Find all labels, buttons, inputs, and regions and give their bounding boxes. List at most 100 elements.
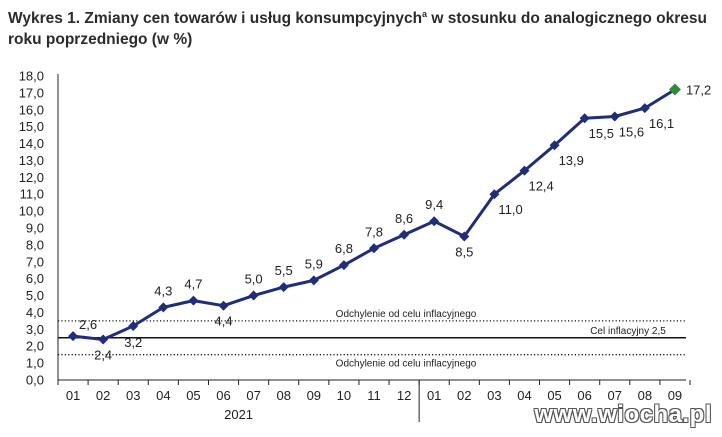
data-label: 4,3 bbox=[154, 283, 172, 298]
x-tick-label: 09 bbox=[307, 388, 321, 403]
x-tick-label: 09 bbox=[668, 388, 682, 403]
chart-title-block: Wykres 1. Zmiany cen towarów i usług kon… bbox=[8, 8, 714, 50]
x-tick-label: 06 bbox=[216, 388, 230, 403]
data-point-marker bbox=[639, 103, 650, 114]
reference-lines: Odchylenie od celu inflacyjnego Cel infla… bbox=[58, 309, 686, 370]
data-label: 2,6 bbox=[79, 317, 97, 332]
x-tick-label: 05 bbox=[186, 388, 200, 403]
y-tick-label: 16,0 bbox=[19, 102, 44, 117]
y-tick-label: 17,0 bbox=[19, 85, 44, 100]
data-label: 12,4 bbox=[528, 179, 553, 194]
series-inflation bbox=[68, 83, 681, 345]
y-tick-label: 0,0 bbox=[26, 373, 44, 388]
x-tick-label: 08 bbox=[638, 388, 652, 403]
y-tick-label: 15,0 bbox=[19, 119, 44, 134]
data-point-marker bbox=[579, 113, 590, 124]
y-tick-label: 9,0 bbox=[26, 221, 44, 236]
data-label: 15,6 bbox=[619, 125, 644, 140]
reference-line-label: Odchylenie od celu inflacyjnego bbox=[336, 359, 477, 370]
data-label: 6,8 bbox=[335, 241, 353, 256]
data-label: 9,4 bbox=[425, 197, 443, 212]
data-point-marker bbox=[128, 320, 139, 331]
data-label: 15,5 bbox=[589, 126, 614, 141]
x-tick-label: 06 bbox=[577, 388, 591, 403]
data-label: 13,9 bbox=[559, 153, 584, 168]
y-tick-label: 10,0 bbox=[19, 204, 44, 219]
x-tick-label: 04 bbox=[517, 388, 531, 403]
data-label: 4,7 bbox=[184, 277, 202, 292]
x-tick-label: 04 bbox=[156, 388, 170, 403]
x-tick-label: 02 bbox=[457, 388, 471, 403]
data-label: 16,1 bbox=[649, 116, 674, 131]
data-labels: 2,6 2,4 3,2 4,3 4,7 4,4 5,0 5,5 5,9 6,8 7,8 8,6 9,4 8… bbox=[79, 83, 711, 363]
x-tick-label: 12 bbox=[397, 388, 411, 403]
x-tick-label: 07 bbox=[608, 388, 622, 403]
y-tick-label: 11,0 bbox=[20, 187, 44, 202]
y-tick-label: 18,0 bbox=[19, 69, 44, 84]
y-tick-label: 7,0 bbox=[26, 254, 44, 269]
chart-title-superscript: a bbox=[422, 8, 428, 19]
x-tick-label: 01 bbox=[66, 388, 80, 403]
x-tick-label: 02 bbox=[96, 388, 110, 403]
y-tick-label: 12,0 bbox=[19, 170, 44, 185]
x-tick-label: 10 bbox=[337, 388, 351, 403]
data-point-marker bbox=[429, 216, 440, 227]
y-tick-label: 2,0 bbox=[26, 339, 44, 354]
x-tick-label: 03 bbox=[126, 388, 140, 403]
data-label: 17,2 bbox=[686, 83, 711, 98]
y-tick-label: 14,0 bbox=[19, 136, 44, 151]
x-tick-label: 07 bbox=[246, 388, 260, 403]
data-point-marker bbox=[98, 334, 109, 345]
data-label: 2,4 bbox=[94, 347, 112, 362]
data-label: 5,5 bbox=[275, 263, 293, 278]
y-tick-label: 6,0 bbox=[26, 271, 44, 286]
axes bbox=[57, 74, 691, 422]
reference-line-label: Cel inflacyjny 2,5 bbox=[590, 326, 666, 337]
year-label: 2021 bbox=[224, 407, 253, 422]
chart-title-line2: roku poprzedniego (w %) bbox=[8, 31, 193, 48]
chart-title-label: Wykres 1. bbox=[8, 10, 81, 27]
watermark-logo: www.wiocha.pl bbox=[534, 401, 712, 428]
y-tick-label: 8,0 bbox=[26, 237, 44, 252]
y-tick-label: 1,0 bbox=[26, 356, 44, 371]
data-point-marker bbox=[68, 331, 79, 342]
data-label: 5,9 bbox=[305, 256, 323, 271]
data-point-marker bbox=[308, 275, 319, 286]
data-point-marker bbox=[459, 231, 470, 242]
data-label: 11,0 bbox=[498, 202, 522, 217]
x-axis-ticks: 01 02 03 04 05 06 07 08 09 10 11 12 01 02 03 04 05 06 07 08… bbox=[66, 388, 682, 422]
y-axis-ticks: 0,0 1,0 2,0 3,0 4,0 5,0 6,0 7,0 8,09,0 10,0 11,0 12… bbox=[19, 69, 44, 388]
chart-title-line1-end: w stosunku do analogicznego okresu bbox=[427, 10, 707, 27]
data-point-marker bbox=[218, 300, 229, 311]
data-point-marker bbox=[399, 229, 410, 240]
reference-line-label: Odchylenie od celu inflacyjnego bbox=[336, 309, 477, 320]
y-tick-label: 5,0 bbox=[26, 288, 44, 303]
data-label: 8,6 bbox=[395, 211, 413, 226]
data-point-marker bbox=[188, 295, 199, 306]
data-point-marker bbox=[489, 189, 500, 200]
data-label: 5,0 bbox=[245, 272, 263, 287]
data-label: 8,5 bbox=[455, 244, 473, 259]
chart-title: Wykres 1. Zmiany cen towarów i usług kon… bbox=[8, 8, 714, 29]
y-tick-label: 4,0 bbox=[26, 305, 44, 320]
chart-title-line1: Zmiany cen towarów i usług konsumpcyjnyc… bbox=[84, 10, 423, 27]
data-label: 7,8 bbox=[365, 224, 383, 239]
data-point-marker bbox=[278, 282, 289, 293]
y-tick-label: 3,0 bbox=[26, 322, 44, 337]
data-point-marker bbox=[549, 140, 560, 151]
x-tick-label: 05 bbox=[547, 388, 561, 403]
data-point-marker bbox=[369, 243, 379, 254]
x-tick-label: 03 bbox=[487, 388, 501, 403]
data-label: 3,2 bbox=[124, 335, 142, 350]
series-line bbox=[72, 88, 676, 341]
x-tick-label: 11 bbox=[367, 388, 381, 403]
data-point-marker bbox=[248, 290, 259, 301]
data-label: 4,4 bbox=[214, 314, 232, 329]
y-tick-label: 13,0 bbox=[19, 153, 44, 168]
data-point-marker bbox=[519, 165, 530, 176]
data-point-marker bbox=[609, 111, 620, 122]
data-point-marker bbox=[158, 302, 169, 313]
x-tick-label: 01 bbox=[427, 388, 441, 403]
x-tick-label: 08 bbox=[276, 388, 290, 403]
